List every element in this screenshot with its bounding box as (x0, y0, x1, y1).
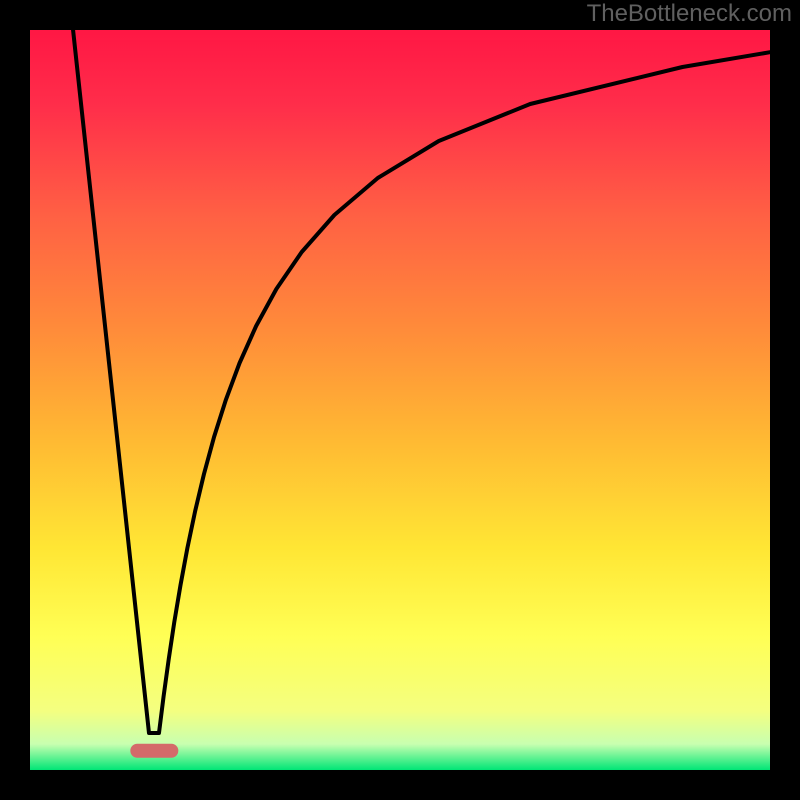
bottleneck-chart (0, 0, 800, 800)
chart-container: TheBottleneck.com (0, 0, 800, 800)
optimal-marker (130, 744, 178, 758)
watermark-text: TheBottleneck.com (587, 0, 792, 28)
